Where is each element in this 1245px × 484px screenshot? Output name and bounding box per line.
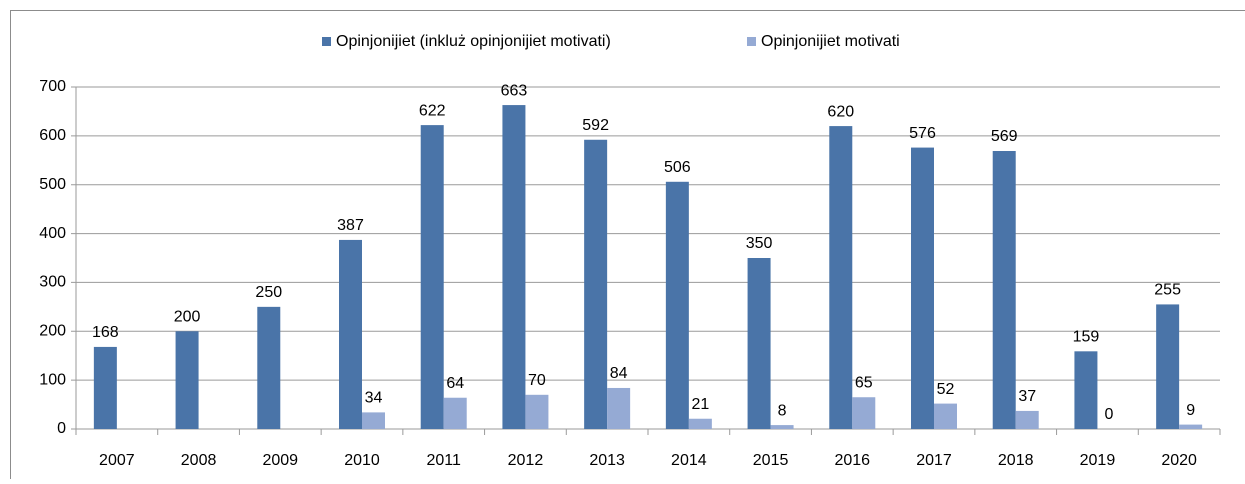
x-tick-label: 2020 (1161, 452, 1197, 469)
data-label: 0 (1104, 406, 1113, 423)
data-label: 250 (255, 284, 282, 301)
bar (666, 182, 689, 429)
data-label: 52 (937, 381, 955, 398)
x-tick-label: 2014 (671, 452, 707, 469)
data-label: 159 (1073, 329, 1100, 346)
bar (993, 151, 1016, 429)
data-label: 622 (419, 102, 446, 119)
bar (176, 331, 199, 429)
bar (689, 419, 712, 429)
x-tick-label: 2009 (262, 452, 298, 469)
bar (421, 125, 444, 429)
data-label: 168 (92, 324, 119, 341)
bar (444, 398, 467, 429)
bar (852, 397, 875, 429)
y-tick-label: 200 (39, 323, 66, 340)
x-tick-label: 2018 (998, 452, 1034, 469)
bar (1016, 411, 1039, 429)
bar (771, 425, 794, 429)
bar (502, 105, 525, 429)
data-label: 592 (582, 117, 609, 134)
data-label: 70 (528, 372, 546, 389)
bar (829, 126, 852, 429)
legend-label: Opinjonijiet (inkluż opinjonijiet motiva… (336, 33, 611, 50)
bar (607, 388, 630, 429)
bar (94, 347, 117, 429)
bar (339, 240, 362, 429)
data-label: 21 (691, 396, 709, 413)
x-tick-label: 2017 (916, 452, 952, 469)
legend-label: Opinjonijiet motivati (761, 33, 900, 50)
y-tick-label: 400 (39, 225, 66, 242)
y-tick-label: 0 (57, 420, 66, 437)
data-label: 34 (365, 390, 383, 407)
bar (257, 307, 280, 429)
x-tick-label: 2008 (181, 452, 217, 469)
bar (525, 395, 548, 429)
x-tick-label: 2010 (344, 452, 380, 469)
data-label: 255 (1154, 282, 1181, 299)
bar (362, 412, 385, 429)
x-tick-label: 2013 (589, 452, 625, 469)
data-label: 200 (174, 309, 201, 326)
data-label: 620 (827, 103, 854, 120)
legend-swatch (322, 37, 331, 46)
y-tick-label: 500 (39, 176, 66, 193)
data-label: 350 (746, 235, 773, 252)
bar (1074, 351, 1097, 429)
data-label: 84 (610, 365, 628, 382)
data-label: 576 (909, 125, 936, 142)
y-tick-label: 100 (39, 371, 66, 388)
data-label: 663 (501, 82, 528, 99)
x-tick-label: 2019 (1080, 452, 1116, 469)
data-label: 64 (446, 375, 464, 392)
x-tick-label: 2012 (508, 452, 544, 469)
y-tick-label: 600 (39, 127, 66, 144)
bar (1156, 304, 1179, 429)
x-tick-label: 2007 (99, 452, 135, 469)
data-label: 37 (1018, 388, 1036, 405)
bar (748, 258, 771, 429)
data-label: 569 (991, 128, 1018, 145)
x-tick-label: 2011 (427, 452, 462, 469)
legend-swatch (747, 37, 756, 46)
y-tick-label: 700 (39, 78, 66, 95)
bar (911, 148, 934, 429)
x-tick-label: 2015 (753, 452, 789, 469)
bar (1179, 425, 1202, 429)
data-label: 65 (855, 374, 873, 391)
bar (934, 404, 957, 429)
data-label: 506 (664, 159, 691, 176)
data-label: 9 (1186, 402, 1195, 419)
data-label: 387 (337, 217, 364, 234)
x-tick-label: 2016 (834, 452, 870, 469)
y-tick-label: 300 (39, 274, 66, 291)
data-label: 8 (778, 402, 787, 419)
bar (584, 140, 607, 429)
